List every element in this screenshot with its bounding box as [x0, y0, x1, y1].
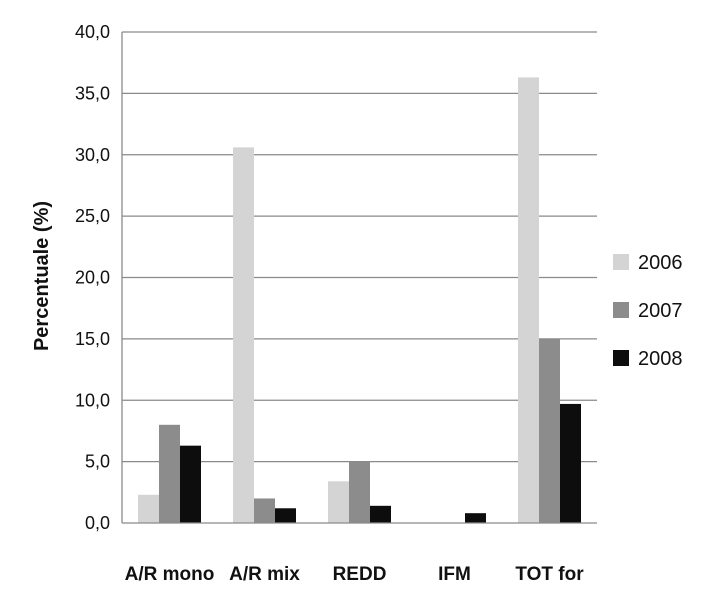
bar-2008-4 [560, 403, 581, 523]
y-tick-label: 30,0 [75, 145, 110, 165]
x-category-label: A/R mono [125, 564, 215, 585]
legend-label: 2008 [638, 348, 683, 370]
legend-swatch-2008 [613, 350, 629, 366]
y-tick-label: 10,0 [75, 390, 110, 410]
bar-2006-0 [138, 494, 159, 523]
y-axis-title: Percentuale (%) [31, 201, 53, 351]
bar-2007-0 [159, 424, 180, 523]
bar-2007-1 [254, 498, 275, 523]
category-labels: A/R mono A/R mix REDD IFM TOT for [125, 564, 585, 585]
bar-2006-1 [233, 147, 254, 523]
y-tick-label: 35,0 [75, 83, 110, 103]
bar-2008-1 [275, 508, 296, 523]
y-tick-label: 0,0 [85, 513, 110, 533]
bar-2008-3 [465, 513, 486, 523]
y-tick-label: 25,0 [75, 206, 110, 226]
bar-2008-2 [370, 505, 391, 523]
bar-2008-0 [180, 445, 201, 523]
bar-2006-4 [518, 77, 539, 523]
y-tick-label: 15,0 [75, 329, 110, 349]
bars [138, 77, 581, 523]
gridlines [122, 31, 597, 463]
y-tick-label: 20,0 [75, 268, 110, 288]
bar-2007-4 [539, 338, 560, 523]
x-category-label: A/R mix [229, 564, 300, 585]
legend: 2006 2007 2008 [613, 252, 683, 370]
x-category-label: IFM [438, 564, 471, 585]
legend-swatch-2006 [613, 254, 629, 270]
y-tick-label: 40,0 [75, 22, 110, 42]
bar-2007-2 [349, 461, 370, 523]
legend-swatch-2007 [613, 302, 629, 318]
x-category-label: REDD [333, 564, 387, 585]
y-tick-label: 5,0 [85, 452, 110, 472]
bar-2006-2 [328, 481, 349, 523]
x-category-label: TOT for [515, 564, 584, 585]
axes [121, 32, 597, 524]
y-tick-labels: 0,0 5,0 10,0 15,0 20,0 25,0 30,0 35,0 40,0 [75, 22, 110, 533]
legend-label: 2007 [638, 300, 683, 322]
legend-label: 2006 [638, 252, 683, 274]
